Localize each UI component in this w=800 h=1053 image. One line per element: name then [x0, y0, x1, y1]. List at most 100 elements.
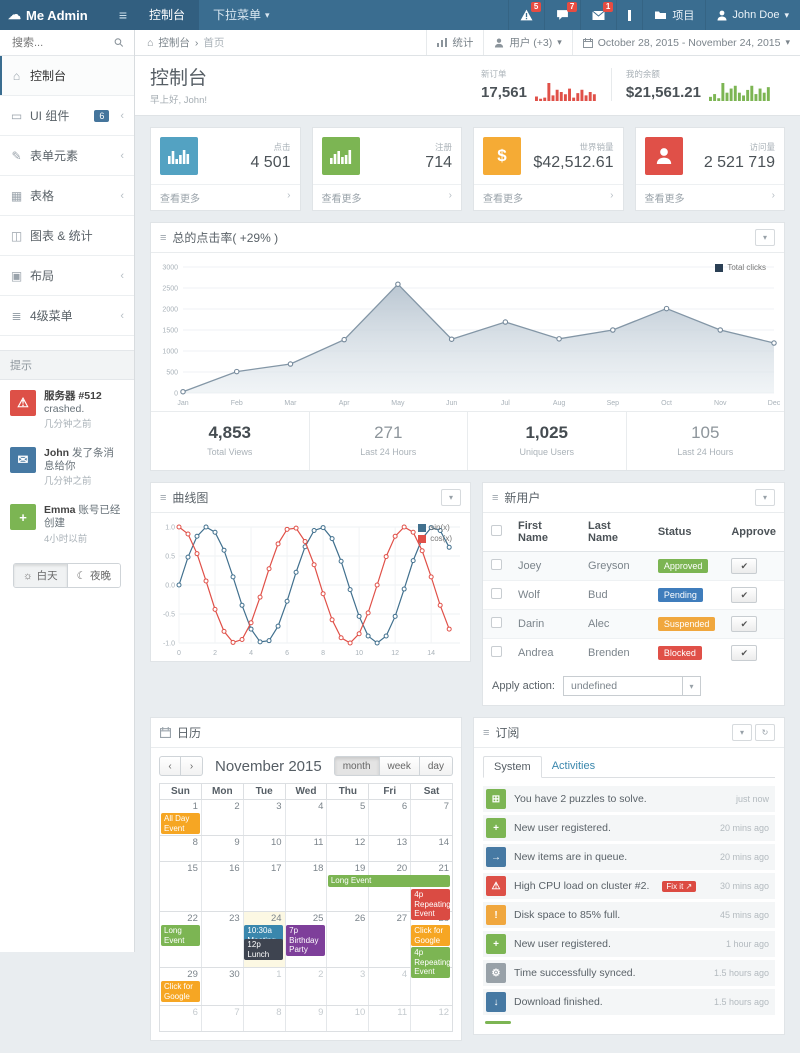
calendar-day[interactable]: 12	[410, 1006, 453, 1031]
user-menu[interactable]: John Doe ▾	[705, 0, 800, 30]
sidebar-item[interactable]: ▣ 布局 ‹	[0, 256, 134, 296]
search-icon[interactable]	[114, 37, 124, 48]
view-more-link[interactable]: 查看更多 ›	[474, 184, 623, 210]
approve-button[interactable]: ✔	[731, 616, 758, 632]
calendar-day[interactable]: 11	[368, 1006, 411, 1031]
calendar-day[interactable]: 23	[200, 912, 243, 967]
refresh-button[interactable]: ↻	[755, 724, 775, 741]
feed-item[interactable]: ⊞ You have 2 puzzles to solve. just now	[483, 786, 775, 812]
sidebar-item[interactable]: ⌂ 控制台	[0, 56, 134, 96]
calendar-day[interactable]: 10	[242, 836, 285, 861]
calendar-day[interactable]: 3	[326, 968, 369, 1005]
column-header[interactable]: Approve	[723, 513, 784, 552]
nav-link-dropdown[interactable]: 下拉菜单 ▾	[199, 0, 284, 30]
sidebar-item[interactable]: ▭ UI 组件 6 ‹	[0, 96, 134, 136]
calendar-day[interactable]: 2	[284, 968, 327, 1005]
night-mode-button[interactable]: ☾ 夜晚	[66, 564, 121, 588]
mail-button[interactable]: 1	[580, 0, 616, 30]
chat-button[interactable]: 7	[544, 0, 580, 30]
calendar-event[interactable]: 4p Repeating Event	[411, 889, 450, 920]
calendar-day[interactable]: 11	[284, 836, 327, 861]
view-more-link[interactable]: 查看更多 ›	[312, 184, 461, 210]
sidebar-notification[interactable]: ✉ John 发了条消息给你 几分钟之前	[0, 437, 134, 494]
feed-scrollbar[interactable]	[485, 1021, 511, 1024]
prev-month-button[interactable]: ‹	[159, 756, 181, 776]
breadcrumb-item[interactable]: 控制台	[158, 37, 190, 49]
sidebar-notification[interactable]: + Emma 账号已经创建 4小时以前	[0, 494, 134, 551]
tab-system[interactable]: System	[483, 756, 542, 778]
apply-action-select[interactable]: undefined ▾	[562, 676, 701, 696]
feed-item[interactable]: + New user registered. 1 hour ago	[483, 931, 775, 957]
tasks-button[interactable]	[616, 0, 642, 30]
calendar-day[interactable]: 14	[410, 836, 453, 861]
sidebar-item[interactable]: ✎ 表单元素 ‹	[0, 136, 134, 176]
alerts-button[interactable]: 5	[508, 0, 544, 30]
feed-item[interactable]: ! Disk space to 85% full. 45 mins ago	[483, 902, 775, 928]
collapse-button[interactable]: ▾	[441, 489, 461, 506]
calendar-event[interactable]: All Day Event	[161, 813, 200, 835]
sidebar-item[interactable]: ≣ 4级菜单 ‹	[0, 296, 134, 336]
calendar-event[interactable]: 12p Lunch	[244, 939, 284, 961]
calendar-day[interactable]: 5	[326, 800, 369, 835]
caret-down-icon[interactable]: ▾	[682, 676, 701, 696]
collapse-button[interactable]: ▾	[732, 724, 752, 741]
calendar-day[interactable]: 4	[284, 800, 327, 835]
calendar-day[interactable]: 15	[160, 862, 201, 911]
approve-button[interactable]: ✔	[731, 645, 758, 661]
sidebar-toggle-icon[interactable]: ≡	[118, 7, 127, 23]
view-more-link[interactable]: 查看更多 ›	[635, 184, 784, 210]
projects-button[interactable]: 项目	[642, 0, 705, 30]
row-checkbox[interactable]	[491, 559, 502, 570]
calendar-day[interactable]: 10	[326, 1006, 369, 1031]
next-month-button[interactable]: ›	[181, 756, 203, 776]
calendar-day[interactable]: 2	[200, 800, 243, 835]
calendar-day[interactable]: 30	[200, 968, 243, 1005]
nav-link-console[interactable]: 控制台	[135, 0, 200, 30]
sidebar-notification[interactable]: ⚠ 服务器 #512 crashed. 几分钟之前	[0, 380, 134, 437]
daterange-picker[interactable]: October 28, 2015 - November 24, 2015 ▾	[571, 30, 800, 55]
feed-item[interactable]: ↓ Download finished. 1.5 hours ago	[483, 989, 775, 1015]
calendar-day[interactable]: 8	[242, 1006, 285, 1031]
calendar-day[interactable]: 6	[368, 800, 411, 835]
search-input[interactable]	[10, 35, 111, 50]
row-checkbox[interactable]	[491, 588, 502, 599]
feed-item[interactable]: → New items are in queue. 20 mins ago	[483, 844, 775, 870]
sidebar-item[interactable]: ▦ 表格 ‹	[0, 176, 134, 216]
calendar-day[interactable]: 8	[160, 836, 201, 861]
calendar-day[interactable]: 26	[326, 912, 369, 967]
day-mode-button[interactable]: ☼ 白天	[13, 564, 67, 588]
approve-button[interactable]: ✔	[731, 558, 758, 574]
calendar-day[interactable]: 27	[368, 912, 411, 967]
brand[interactable]: ☁ Me Admin ≡	[0, 0, 135, 30]
select-value[interactable]: undefined	[562, 676, 683, 696]
collapse-button[interactable]: ▾	[755, 229, 775, 246]
approve-button[interactable]: ✔	[731, 587, 758, 603]
select-all-checkbox[interactable]	[491, 525, 502, 536]
stats-button[interactable]: 统计	[426, 30, 483, 55]
calendar-event[interactable]: 7p Birthday Party	[286, 925, 325, 956]
calendar-day[interactable]: 1	[242, 968, 285, 1005]
calendar-event[interactable]: Long Event	[161, 925, 200, 947]
calendar-day[interactable]: 9	[284, 1006, 327, 1031]
calendar-day[interactable]: 3	[242, 800, 285, 835]
row-checkbox[interactable]	[491, 617, 502, 628]
calendar-day[interactable]: 16	[200, 862, 243, 911]
view-month-button[interactable]: month	[333, 756, 380, 776]
fix-it-badge[interactable]: Fix it ↗	[662, 880, 697, 892]
column-header[interactable]: Status	[649, 513, 724, 552]
feed-item[interactable]: + New user registered. 20 mins ago	[483, 815, 775, 841]
calendar-day[interactable]: 18	[284, 862, 327, 911]
tab-activities[interactable]: Activities	[551, 760, 596, 772]
collapse-button[interactable]: ▾	[755, 489, 775, 506]
calendar-day[interactable]: 13	[368, 836, 411, 861]
home-icon[interactable]: ⌂	[147, 36, 154, 49]
users-dropdown[interactable]: 用户 (+3) ▾	[483, 30, 571, 55]
view-day-button[interactable]: day	[419, 756, 453, 776]
calendar-day[interactable]: 6	[160, 1006, 201, 1031]
calendar-event[interactable]: Long Event	[327, 875, 450, 887]
calendar-day[interactable]: 12	[326, 836, 369, 861]
row-checkbox[interactable]	[491, 646, 502, 657]
view-more-link[interactable]: 查看更多 ›	[151, 184, 300, 210]
calendar-event[interactable]: Click for Google	[411, 925, 450, 947]
view-week-button[interactable]: week	[379, 756, 420, 776]
